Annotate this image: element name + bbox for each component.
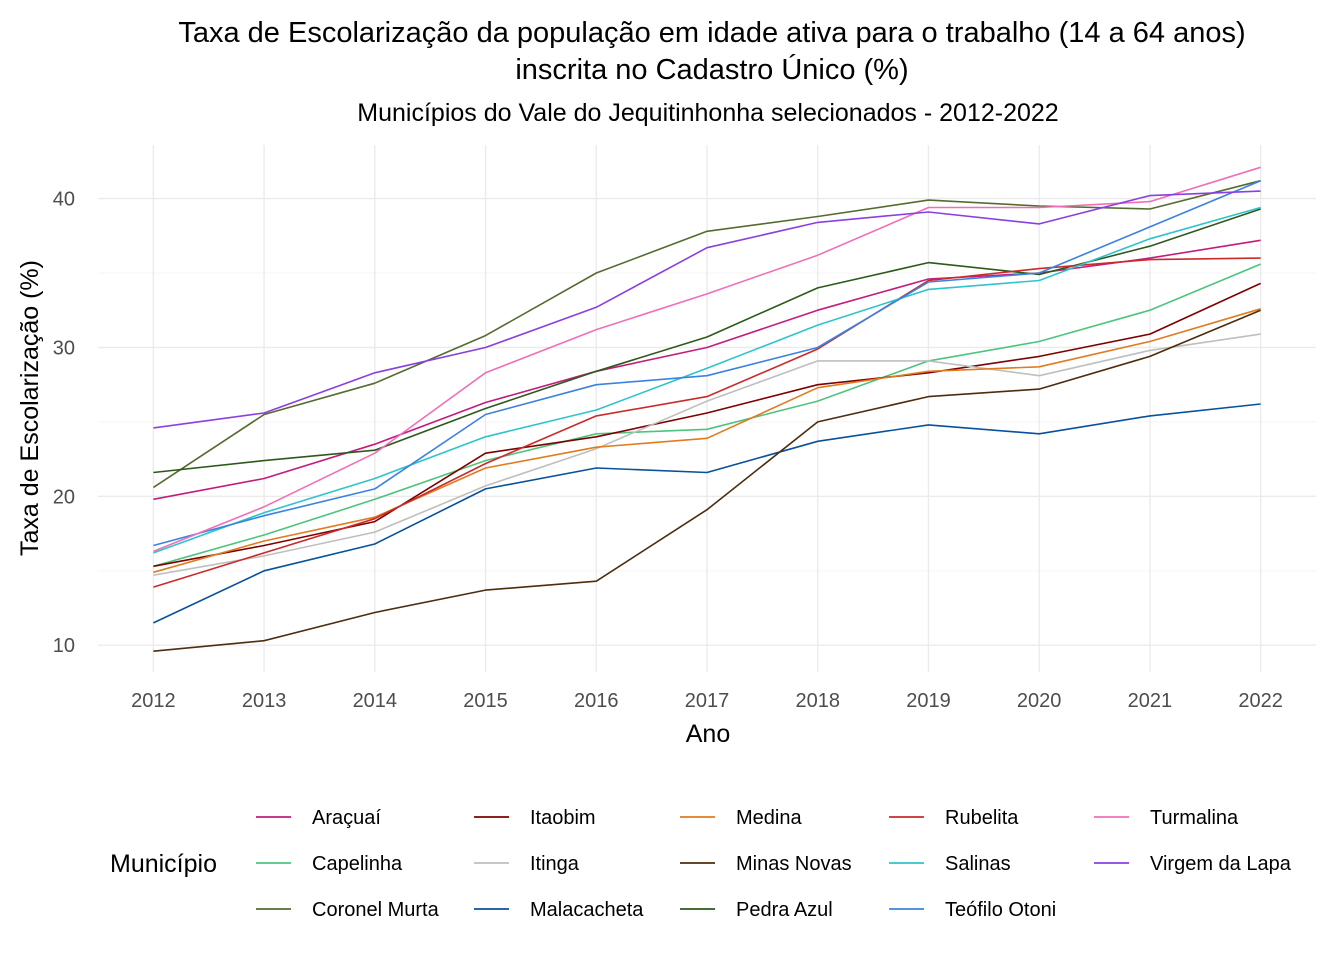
legend-label: Malacacheta: [530, 899, 644, 921]
series-lines: [152, 166, 1261, 652]
series-line: [153, 179, 1261, 547]
legend-label: Virgem da Lapa: [1150, 853, 1292, 875]
grid: [98, 145, 1316, 672]
legend-label: Capelinha: [312, 853, 403, 875]
legend-label: Minas Novas: [736, 853, 852, 875]
y-axis-ticks: 10 20 30 40: [53, 189, 75, 658]
x-tick-label: 2018: [795, 690, 840, 712]
legend: Município Araçuaí Capelinha Coronel Murta I…: [110, 807, 1292, 921]
legend-label: Coronel Murta: [312, 899, 440, 921]
series-line: [153, 333, 1261, 576]
x-tick-label: 2019: [906, 690, 951, 712]
legend-title: Município: [110, 850, 217, 878]
series-line: [153, 308, 1261, 574]
chart-title-line-2: inscrita no Cadastro Único (%): [515, 53, 908, 86]
series-line: [153, 403, 1261, 624]
series-line: [152, 179, 1261, 489]
series-line: [153, 190, 1261, 429]
x-tick-label: 2012: [131, 690, 176, 712]
series-line: [153, 239, 1261, 501]
chart-subtitle: Municípios do Vale do Jequitinhonha sele…: [357, 99, 1058, 127]
series-line: [153, 263, 1261, 568]
y-axis-title: Taxa de Escolarização (%): [16, 260, 44, 556]
legend-label: Itaobim: [530, 807, 596, 829]
x-tick-label: 2020: [1017, 690, 1062, 712]
x-tick-label: 2015: [463, 690, 508, 712]
legend-label: Itinga: [530, 853, 580, 875]
y-tick-label: 20: [53, 486, 75, 508]
series-line: [153, 257, 1261, 588]
legend-label: Rubelita: [945, 807, 1019, 829]
x-axis-title: Ano: [686, 720, 730, 748]
legend-label: Salinas: [945, 853, 1011, 875]
y-tick-label: 10: [53, 635, 75, 657]
x-tick-label: 2017: [685, 690, 730, 712]
series-line: [153, 166, 1261, 553]
legend-label: Araçuaí: [312, 807, 381, 829]
x-tick-label: 2014: [353, 690, 398, 712]
x-tick-label: 2013: [242, 690, 287, 712]
legend-label: Pedra Azul: [736, 899, 833, 921]
y-tick-label: 40: [53, 189, 75, 211]
chart-title-line-1: Taxa de Escolarização da população em id…: [178, 17, 1245, 49]
legend-label: Turmalina: [1150, 807, 1239, 829]
x-tick-label: 2016: [574, 690, 619, 712]
x-tick-label: 2022: [1238, 690, 1283, 712]
legend-label: Teófilo Otoni: [945, 899, 1056, 921]
x-tick-label: 2021: [1128, 690, 1173, 712]
x-axis-ticks: 2012 2013 2014 2015 2016 2017 2018 2019 2020 2021…: [131, 690, 1283, 712]
y-tick-label: 30: [53, 337, 75, 359]
series-line: [153, 206, 1261, 554]
series-line: [153, 309, 1261, 652]
legend-label: Medina: [736, 807, 802, 829]
